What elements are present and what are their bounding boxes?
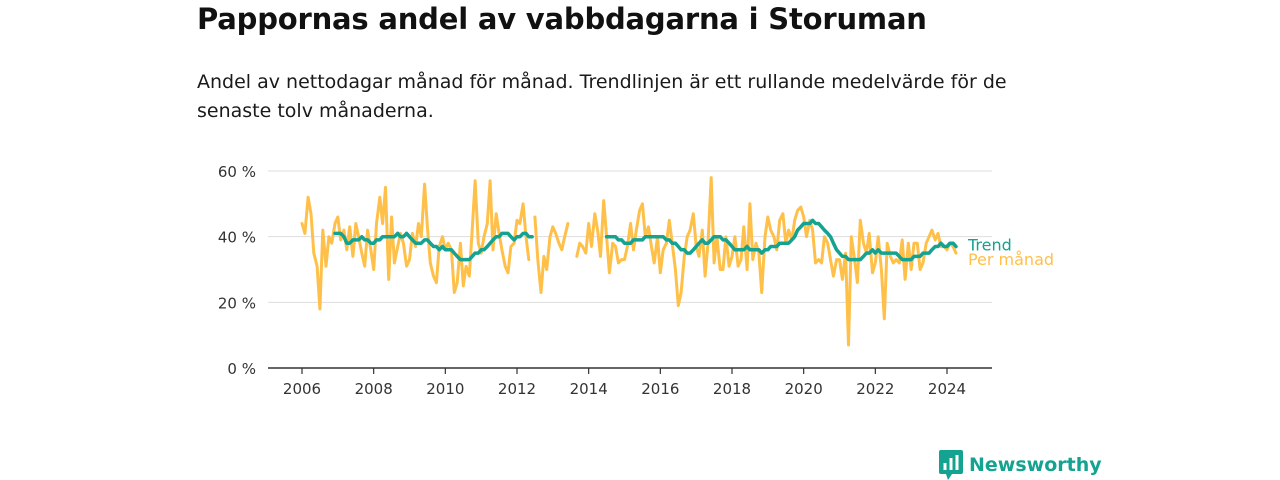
newsworthy-logo-icon — [939, 450, 963, 480]
chart-title: Pappornas andel av vabbdagarna i Storuma… — [197, 2, 927, 36]
x-axis: 2006 2008 2010 2012 2014 2016 2018 2020 2022 2024 — [268, 367, 992, 398]
y-tick-label: 40 % — [218, 229, 256, 247]
series-label-monthly: Per månad — [968, 250, 1054, 269]
x-tick-label: 2012 — [498, 380, 536, 398]
x-tick-label: 2024 — [928, 380, 966, 398]
y-axis-ticks: 0 % 20 % 40 % 60 % — [218, 163, 256, 378]
series-lines — [300, 176, 958, 347]
x-tick-label: 2010 — [426, 380, 464, 398]
y-tick-label: 0 % — [227, 360, 256, 378]
x-tick-label: 2008 — [355, 380, 393, 398]
x-tick-label: 2016 — [641, 380, 679, 398]
y-tick-label: 60 % — [218, 163, 256, 181]
chart-subtitle: Andel av nettodagar månad för månad. Tre… — [197, 71, 1007, 122]
series-line-trend — [333, 231, 534, 262]
x-tick-label: 2022 — [856, 380, 894, 398]
newsworthy-logo[interactable]: Newsworthy — [939, 450, 1102, 480]
series-line-monthly — [533, 215, 570, 294]
series-label-trend: Trend — [967, 236, 1012, 255]
x-tick-label: 2014 — [570, 380, 608, 398]
y-tick-label: 20 % — [218, 294, 256, 312]
series-line-monthly — [575, 176, 958, 347]
x-tick-label: 2006 — [283, 380, 321, 398]
x-tick-label: 2018 — [713, 380, 751, 398]
brand-name: Newsworthy — [969, 454, 1102, 476]
x-tick-label: 2020 — [785, 380, 823, 398]
series-line-trend — [604, 218, 958, 262]
